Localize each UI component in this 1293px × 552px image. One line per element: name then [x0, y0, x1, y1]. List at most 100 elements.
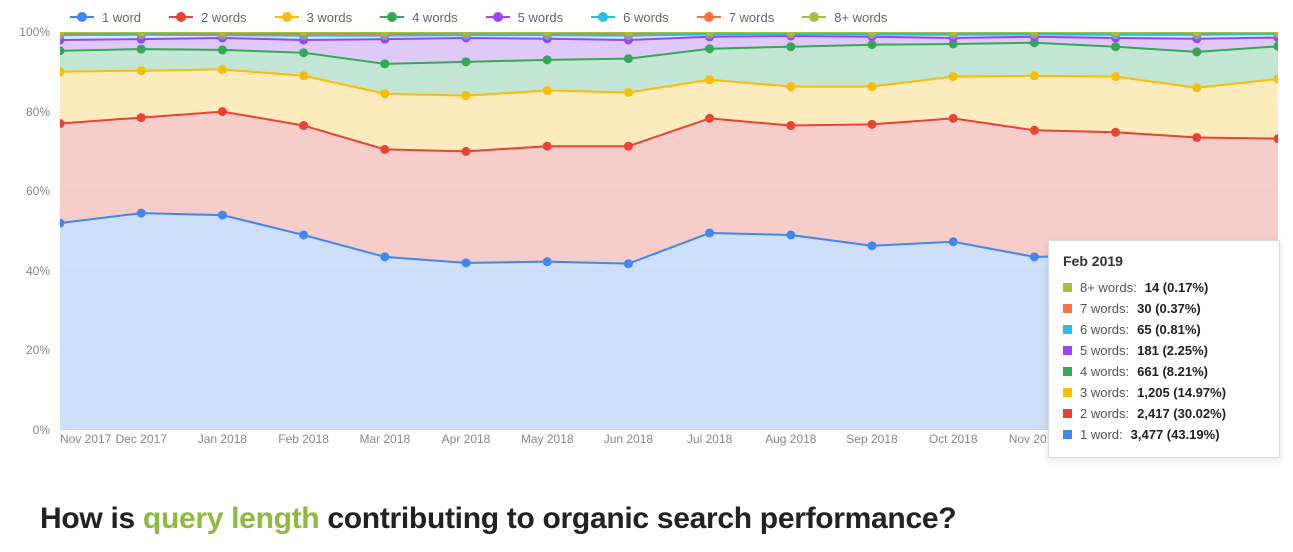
data-point[interactable]: [299, 121, 308, 130]
legend-item[interactable]: 6 words: [591, 10, 669, 25]
data-point[interactable]: [299, 71, 308, 80]
legend-marker: [486, 16, 510, 18]
data-point[interactable]: [868, 120, 877, 129]
data-point[interactable]: [1192, 83, 1201, 92]
tooltip-label: 1 word:: [1080, 427, 1123, 442]
tooltip-color-swatch: [1063, 346, 1072, 355]
tooltip-color-swatch: [1063, 304, 1072, 313]
data-point[interactable]: [137, 113, 146, 122]
data-point[interactable]: [1192, 133, 1201, 142]
tooltip-value: 65 (0.81%): [1137, 322, 1201, 337]
legend-item[interactable]: 3 words: [275, 10, 353, 25]
y-tick-label: 40%: [26, 264, 50, 278]
tooltip-label: 3 words:: [1080, 385, 1129, 400]
data-point[interactable]: [786, 121, 795, 130]
data-point[interactable]: [786, 230, 795, 239]
data-point[interactable]: [380, 59, 389, 68]
data-point[interactable]: [462, 91, 471, 100]
data-point[interactable]: [949, 114, 958, 123]
data-point[interactable]: [1111, 42, 1120, 51]
data-point[interactable]: [137, 209, 146, 218]
x-tick-label: Apr 2018: [442, 432, 491, 446]
data-point[interactable]: [543, 142, 552, 151]
data-point[interactable]: [705, 44, 714, 53]
chart-tooltip: Feb 2019 8+ words: 14 (0.17%)7 words: 30…: [1048, 240, 1280, 458]
x-tick-label: Jul 2018: [687, 432, 732, 446]
data-point[interactable]: [299, 230, 308, 239]
data-point[interactable]: [543, 257, 552, 266]
tooltip-value: 3,477 (43.19%): [1131, 427, 1220, 442]
x-tick-label: Dec 2017: [116, 432, 167, 446]
legend-label: 3 words: [307, 10, 353, 25]
legend-marker: [380, 16, 404, 18]
data-point[interactable]: [949, 72, 958, 81]
x-tick-label: Feb 2018: [278, 432, 329, 446]
data-point[interactable]: [624, 54, 633, 63]
data-point[interactable]: [1111, 128, 1120, 137]
data-point[interactable]: [543, 86, 552, 95]
data-point[interactable]: [786, 42, 795, 51]
legend-item[interactable]: 1 word: [70, 10, 141, 25]
data-point[interactable]: [380, 252, 389, 261]
x-tick-label: Jun 2018: [604, 432, 653, 446]
data-point[interactable]: [868, 241, 877, 250]
data-point[interactable]: [462, 258, 471, 267]
legend-label: 4 words: [412, 10, 458, 25]
tooltip-value: 661 (8.21%): [1137, 364, 1208, 379]
legend-marker: [275, 16, 299, 18]
y-tick-label: 100%: [19, 25, 50, 39]
data-point[interactable]: [624, 88, 633, 97]
data-point[interactable]: [543, 55, 552, 64]
data-point[interactable]: [1030, 71, 1039, 80]
tooltip-row: 5 words: 181 (2.25%): [1063, 340, 1263, 361]
data-point[interactable]: [1030, 126, 1039, 135]
data-point[interactable]: [1030, 252, 1039, 261]
y-tick-label: 80%: [26, 105, 50, 119]
legend-label: 1 word: [102, 10, 141, 25]
legend-label: 8+ words: [834, 10, 887, 25]
legend-marker: [802, 16, 826, 18]
data-point[interactable]: [1192, 47, 1201, 56]
tooltip-row: 2 words: 2,417 (30.02%): [1063, 403, 1263, 424]
legend-item[interactable]: 5 words: [486, 10, 564, 25]
legend-item[interactable]: 8+ words: [802, 10, 887, 25]
data-point[interactable]: [462, 147, 471, 156]
tooltip-value: 30 (0.37%): [1137, 301, 1201, 316]
data-point[interactable]: [218, 107, 227, 116]
data-point[interactable]: [218, 211, 227, 220]
data-point[interactable]: [786, 82, 795, 91]
data-point[interactable]: [218, 45, 227, 54]
data-point[interactable]: [624, 259, 633, 268]
data-point[interactable]: [1111, 72, 1120, 81]
data-point[interactable]: [868, 40, 877, 49]
data-point[interactable]: [949, 237, 958, 246]
legend-item[interactable]: 2 words: [169, 10, 247, 25]
data-point[interactable]: [299, 48, 308, 57]
data-point[interactable]: [462, 57, 471, 66]
legend-marker: [169, 16, 193, 18]
data-point[interactable]: [380, 145, 389, 154]
tooltip-label: 8+ words:: [1080, 280, 1137, 295]
tooltip-color-swatch: [1063, 367, 1072, 376]
data-point[interactable]: [218, 65, 227, 74]
tooltip-color-swatch: [1063, 283, 1072, 292]
data-point[interactable]: [868, 82, 877, 91]
tooltip-color-swatch: [1063, 325, 1072, 334]
data-point[interactable]: [705, 75, 714, 84]
y-tick-label: 0%: [33, 423, 50, 437]
caption-suffix: contributing to organic search performan…: [319, 502, 956, 535]
tooltip-title: Feb 2019: [1063, 253, 1263, 269]
tooltip-value: 181 (2.25%): [1137, 343, 1208, 358]
legend-item[interactable]: 4 words: [380, 10, 458, 25]
data-point[interactable]: [380, 89, 389, 98]
y-tick-label: 20%: [26, 343, 50, 357]
tooltip-value: 14 (0.17%): [1145, 280, 1209, 295]
data-point[interactable]: [624, 142, 633, 151]
legend-item[interactable]: 7 words: [697, 10, 775, 25]
x-tick-label: Mar 2018: [359, 432, 410, 446]
data-point[interactable]: [137, 66, 146, 75]
data-point[interactable]: [705, 228, 714, 237]
data-point[interactable]: [137, 45, 146, 54]
data-point[interactable]: [705, 114, 714, 123]
legend-label: 2 words: [201, 10, 247, 25]
